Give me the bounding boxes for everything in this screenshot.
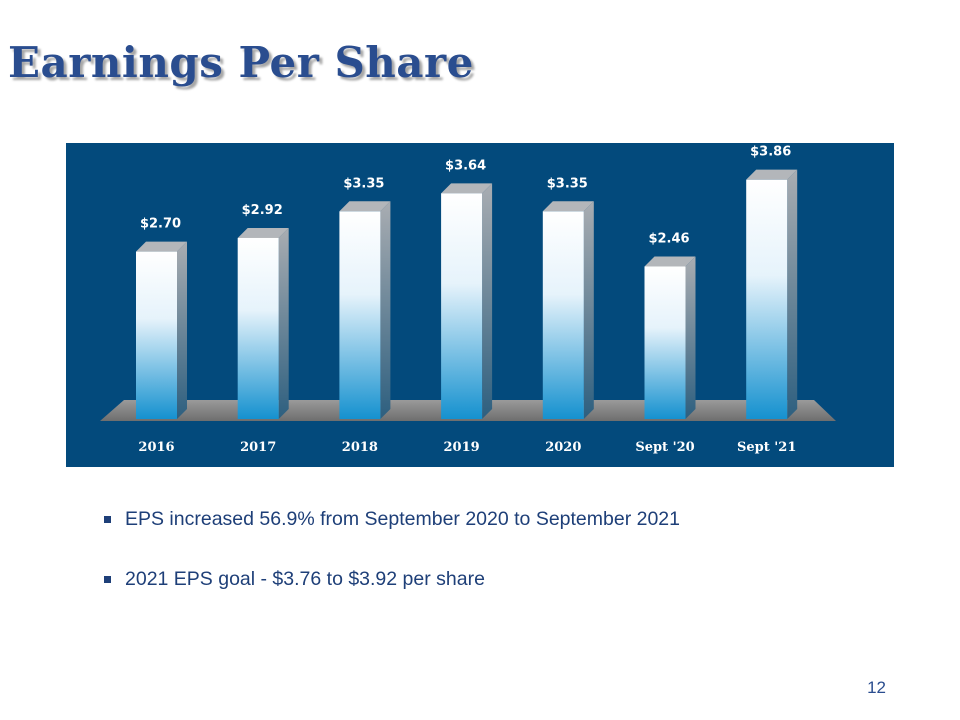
bar-value-label: $3.86 [750, 145, 791, 160]
bar-value-label: $3.35 [343, 176, 384, 191]
x-tick-label: 2016 [138, 440, 174, 455]
bullet-text: EPS increased 56.9% from September 2020 … [125, 508, 680, 530]
bar-value-label: $2.92 [242, 203, 283, 218]
bar [136, 251, 177, 419]
bar-value-label: $2.46 [648, 231, 689, 246]
bullet-text: 2021 EPS goal - $3.76 to $3.92 per share [125, 568, 485, 590]
bar-top [441, 183, 493, 194]
bar-value-label: $3.64 [445, 158, 486, 173]
bar-value-label: $2.70 [140, 217, 181, 232]
bullet-item: 2021 EPS goal - $3.76 to $3.92 per share [104, 568, 680, 591]
bar-side [685, 256, 696, 419]
eps-bar-chart: $2.70 2016 $2.92 2017 $3.35 2018 $3.64 2019 $3.3… [66, 143, 894, 467]
x-tick-label: 2019 [444, 440, 480, 455]
bar-side [380, 201, 391, 419]
bar-top [542, 201, 594, 212]
x-tick-label: Sept '20 [635, 440, 694, 455]
bullet-item: EPS increased 56.9% from September 2020 … [104, 508, 680, 531]
bar-side [787, 169, 798, 419]
bar-top [746, 169, 798, 180]
bar-side [177, 241, 187, 419]
bar [542, 211, 584, 419]
bullet-square-icon [104, 576, 111, 583]
x-tick-label: 2018 [342, 440, 378, 455]
bar [339, 211, 381, 419]
chart-canvas: $2.70 2016 $2.92 2017 $3.35 2018 $3.64 2019 $3.3… [100, 145, 836, 455]
page-number: 12 [867, 678, 886, 697]
bar-value-label: $3.35 [547, 176, 588, 191]
x-tick-label: Sept '21 [737, 440, 796, 455]
bar [237, 237, 279, 419]
bar-side [482, 183, 493, 419]
bar [746, 179, 788, 419]
bar [644, 266, 686, 419]
bar-top [644, 256, 696, 267]
bar-top [339, 201, 391, 212]
bar [441, 193, 483, 419]
bullet-list: EPS increased 56.9% from September 2020 … [104, 508, 680, 628]
bar-side [583, 201, 594, 419]
bullet-square-icon [104, 516, 111, 523]
x-tick-label: 2017 [240, 440, 276, 455]
bar-side [278, 227, 289, 419]
x-tick-label: 2020 [545, 440, 581, 455]
bar-top [237, 227, 289, 238]
bar-top [136, 241, 187, 252]
page-title: Earnings Per Share [8, 38, 474, 87]
